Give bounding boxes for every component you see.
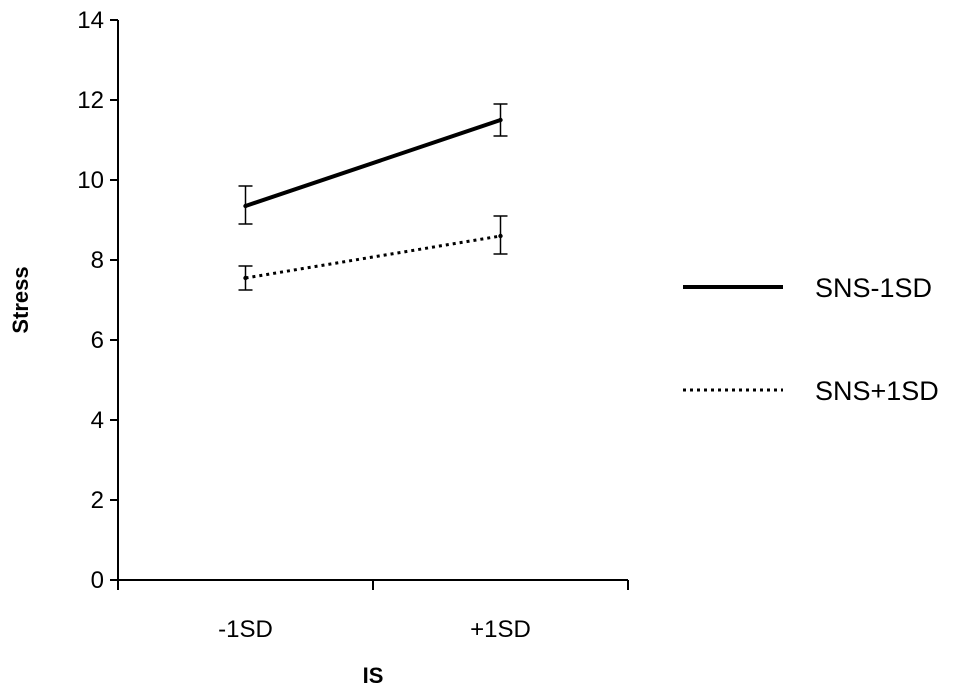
data-point: [498, 117, 503, 123]
x-axis-title: IS: [363, 663, 384, 688]
y-tick-label: 4: [91, 407, 104, 434]
y-tick-label: 6: [91, 327, 104, 354]
series-line-1: [244, 118, 502, 208]
y-tick-label: 2: [91, 487, 104, 514]
series-line-2: [245, 234, 501, 280]
legend-label-2: SNS+1SD: [815, 376, 939, 406]
y-tick-label: 14: [77, 7, 104, 34]
y-tick-label: 8: [91, 247, 104, 274]
y-ticks: 0 2 4 6 8 10 12 14: [77, 7, 118, 594]
legend: SNS-1SD SNS+1SD: [683, 273, 939, 406]
y-axis-title: Stress: [8, 266, 33, 333]
x-ticks: -1SD +1SD: [117, 580, 629, 643]
data-point: [498, 233, 503, 239]
x-tick-label: -1SD: [218, 616, 273, 643]
legend-label-1: SNS-1SD: [815, 273, 932, 303]
y-tick-label: 12: [77, 87, 104, 114]
axes: [117, 20, 628, 581]
x-tick-label: +1SD: [470, 616, 531, 643]
y-tick-label: 0: [91, 567, 104, 594]
series-layer: [238, 103, 508, 291]
data-point: [243, 275, 248, 281]
data-point: [243, 203, 248, 209]
y-tick-label: 10: [77, 167, 104, 194]
